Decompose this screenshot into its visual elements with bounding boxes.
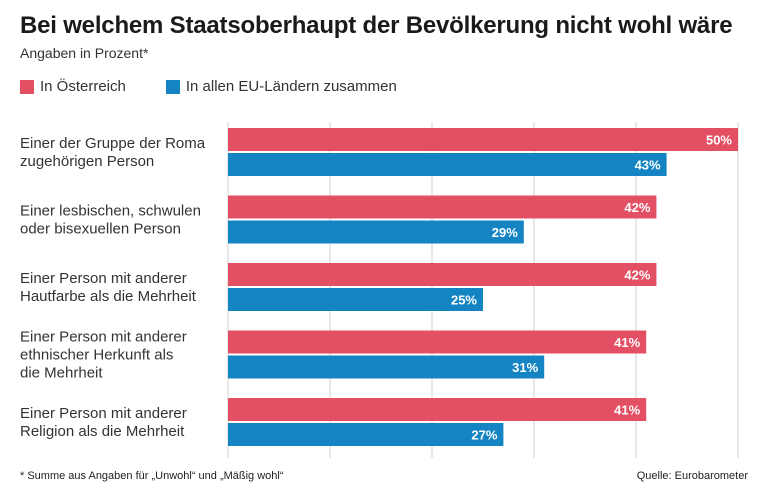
legend-label-austria: In Österreich bbox=[40, 78, 126, 95]
bar-value-label: 41% bbox=[614, 403, 640, 418]
chart-title: Bei welchem Staatsoberhaupt der Bevölker… bbox=[20, 12, 733, 39]
bar-austria bbox=[228, 398, 647, 421]
bar-austria bbox=[228, 128, 738, 151]
legend-item-eu: In allen EU-Ländern zusammen bbox=[165, 78, 397, 95]
legend-swatch-austria bbox=[20, 79, 34, 94]
source-note: Quelle: Eurobarometer bbox=[636, 470, 748, 482]
category-label: Einer der Gruppe der Roma zugehörigen Per… bbox=[20, 135, 206, 170]
footnote: * Summe aus Angaben für „Unwohl“ und „Mä… bbox=[20, 470, 284, 482]
category-label: Einer Person mit anderer Religion als die… bbox=[20, 405, 187, 440]
legend-swatch-eu bbox=[165, 79, 180, 94]
bar-eu bbox=[228, 288, 483, 311]
bar-value-label: 50% bbox=[706, 133, 732, 148]
bar-eu bbox=[228, 423, 504, 446]
category-label: Einer Person mit anderer Hautfarbe als di… bbox=[20, 270, 197, 305]
category-label: Einer Person mit anderer ethnischer Herku… bbox=[20, 329, 187, 382]
bar-value-label: 25% bbox=[451, 293, 477, 308]
bar-value-label: 27% bbox=[471, 428, 497, 443]
legend-item-austria: In Österreich bbox=[20, 78, 126, 95]
bar-eu bbox=[228, 220, 524, 244]
bar-value-label: 42% bbox=[624, 268, 650, 283]
chart-subtitle: Angaben in Prozent* bbox=[20, 45, 149, 61]
bar-value-label: 43% bbox=[635, 158, 661, 173]
bar-austria bbox=[228, 195, 657, 219]
bar-eu bbox=[228, 355, 545, 379]
legend: In Österreich In allen EU-Ländern zusamm… bbox=[20, 78, 437, 95]
category-label: Einer lesbischen, schwulen oder bisexuell… bbox=[20, 203, 201, 238]
bar-value-label: 31% bbox=[512, 360, 538, 375]
bar-austria bbox=[228, 330, 647, 354]
legend-label-eu: In allen EU-Ländern zusammen bbox=[185, 78, 397, 95]
bar-austria bbox=[228, 263, 657, 286]
bar-eu bbox=[228, 153, 667, 176]
bar-value-label: 29% bbox=[492, 225, 518, 240]
bar-value-label: 42% bbox=[624, 200, 650, 215]
bar-value-label: 41% bbox=[614, 335, 640, 350]
